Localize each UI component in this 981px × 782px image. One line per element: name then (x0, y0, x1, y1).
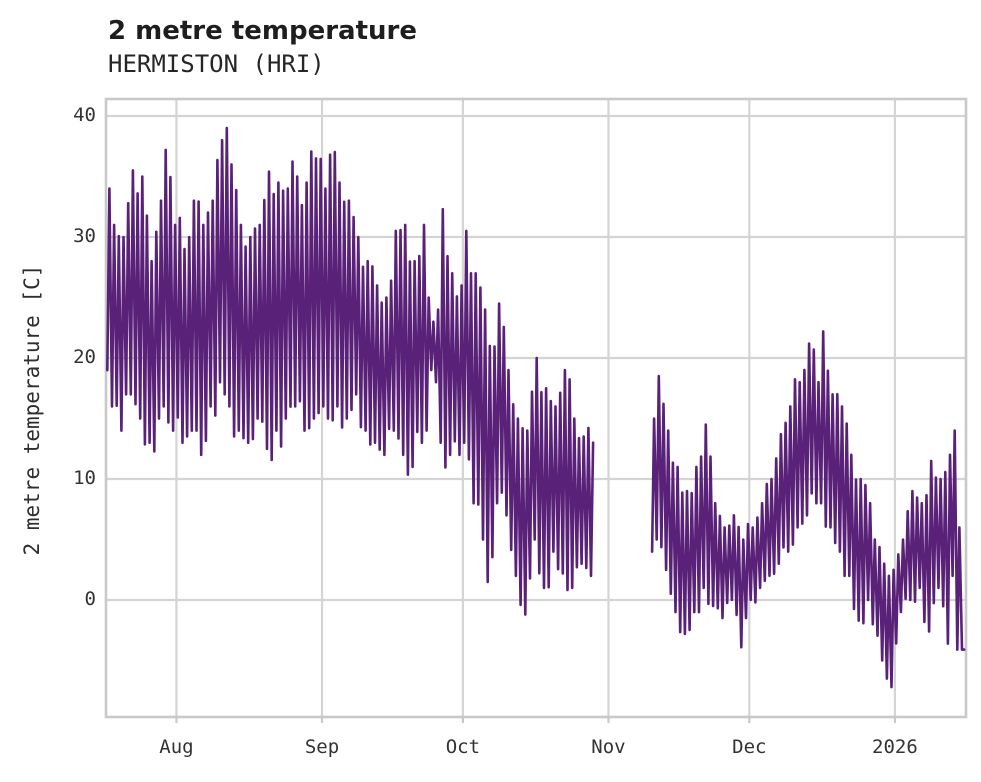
x-tick-label: 2026 (872, 736, 918, 758)
temperature-line-segment (106, 126, 595, 616)
y-tick-label: 20 (73, 346, 96, 368)
chart-title: 2 metre temperature (108, 16, 417, 46)
x-tick-label: Nov (591, 736, 626, 758)
y-tick-label: 0 (84, 588, 96, 610)
plot-border (104, 97, 968, 719)
x-tick-label: Dec (732, 736, 767, 758)
x-tick-label: Sep (304, 736, 340, 758)
chart-subtitle: HERMISTON (HRI) (108, 50, 325, 78)
x-tick-label: Oct (445, 736, 481, 758)
y-tick-label: 10 (73, 467, 96, 489)
x-tick-label: Aug (159, 736, 194, 758)
y-tick-label: 40 (73, 104, 96, 126)
y-tick-label: 30 (73, 225, 96, 247)
temperature-line-segment (650, 330, 966, 689)
